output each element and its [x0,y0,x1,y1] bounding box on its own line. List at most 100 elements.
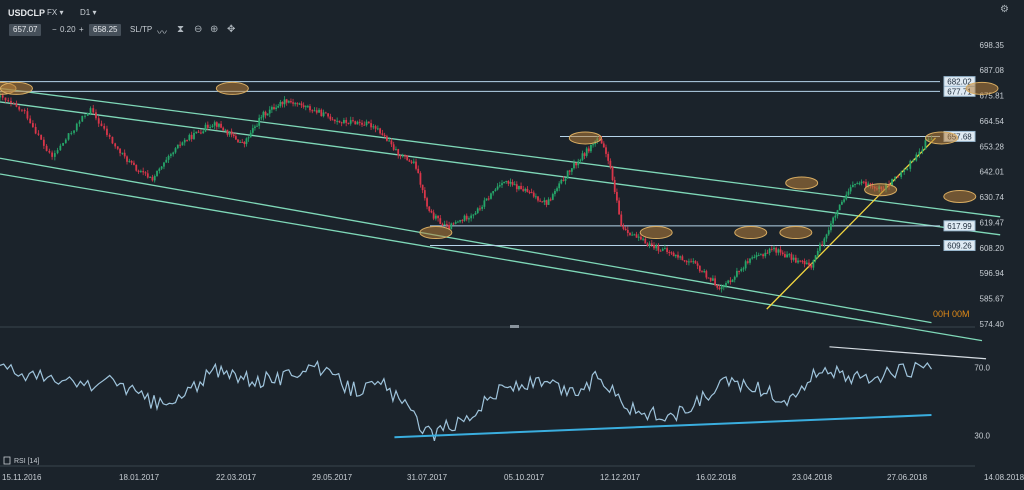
bullish-candle [139,171,142,173]
bearish-candle [448,225,450,230]
bullish-candle [836,210,839,216]
bearish-candle [515,184,518,190]
bearish-candle [37,133,40,135]
bearish-candle [696,263,699,266]
bearish-candle [781,252,784,255]
bullish-candle [121,152,124,154]
bullish-candle [485,198,488,201]
bullish-candle [165,159,168,163]
bullish-candle [59,145,62,151]
bearish-candle [799,260,802,262]
price-level-label: 617.99 [947,222,972,231]
zoom-out-icon[interactable]: ⊖ [194,24,203,35]
bearish-candle [539,200,542,202]
bearish-candle [666,248,668,253]
bearish-candle [779,249,782,253]
spread-increase-button[interactable]: + [79,25,84,34]
bullish-candle [674,254,677,257]
bearish-candle [29,118,32,124]
bullish-candle [581,153,584,160]
price-y-tick: 630.74 [980,193,1005,202]
rsi-y-tick: 70.0 [974,363,990,372]
bullish-candle [213,122,216,126]
price-y-tick: 585.67 [980,295,1005,304]
bullish-candle [845,194,848,200]
bullish-candle [169,154,172,156]
bearish-candle [345,119,348,123]
bearish-candle [626,230,629,233]
bearish-candle [197,131,200,133]
bearish-candle [142,171,145,173]
bearish-candle [432,212,435,219]
bullish-candle [832,217,835,224]
bearish-candle [347,122,350,124]
bearish-candle [646,243,649,246]
bearish-candle [681,256,684,261]
bearish-candle [281,101,284,105]
bearish-candle [324,112,327,114]
bullish-candle [573,163,575,169]
bearish-candle [419,173,422,185]
bullish-candle [840,201,843,205]
bullish-candle [679,256,682,258]
highlight-ellipse [215,81,249,95]
bearish-candle [45,145,48,151]
bullish-candle [731,279,734,283]
crosshair-icon[interactable]: ✥ [227,24,236,35]
bearish-candle [897,176,900,178]
x-tick-label: 16.02.2018 [696,473,737,482]
rsi-y-tick: 30.0 [974,432,990,441]
bearish-candle [329,116,332,120]
bearish-candle [644,238,647,244]
bullish-candle [195,131,198,134]
bearish-candle [479,208,481,210]
timeframe-selector[interactable]: D1 ▾ [80,8,96,17]
bearish-candle [616,191,618,201]
bullish-candle [556,188,558,191]
symbol-label[interactable]: USDCLP [8,8,46,18]
bullish-candle [637,236,640,238]
bullish-candle [434,215,437,219]
price-y-tick: 698.35 [980,41,1005,50]
bullish-candle [260,117,263,119]
zoom-in-icon[interactable]: ⊕ [210,24,219,35]
bullish-candle [513,184,516,186]
bullish-candle [633,234,636,236]
x-tick-label: 23.04.2018 [792,473,833,482]
bullish-candle [496,186,499,190]
bearish-candle [151,176,154,181]
bullish-candle [395,149,397,151]
sell-price-button[interactable]: 657.07 [9,24,42,36]
spread-decrease-button[interactable]: − [52,25,57,34]
indicators-icon[interactable]: ⧗ [177,24,185,35]
bullish-candle [592,144,594,146]
bearish-candle [379,128,382,134]
bullish-candle [193,133,195,139]
rsi-indicator-label: RSI [14] [14,458,39,465]
sltp-button[interactable]: SL/TP [130,25,153,34]
bearish-candle [95,112,97,119]
bullish-candle [483,200,486,207]
bearish-candle [421,184,424,191]
market-selector[interactable]: FX ▾ [47,8,63,17]
bullish-candle [830,223,832,231]
bullish-candle [388,140,391,142]
settings-icon[interactable]: ⚙ [1000,4,1009,15]
bullish-candle [554,190,556,195]
bearish-candle [123,152,126,157]
bullish-candle [725,282,727,287]
bearish-candle [1,95,4,98]
bullish-candle [470,215,473,219]
highlight-ellipse [965,81,999,95]
bullish-candle [843,199,845,202]
bearish-candle [683,260,686,262]
bullish-candle [566,170,569,179]
bearish-candle [296,103,299,105]
line-style-icon[interactable]: 〰 [157,28,167,39]
buy-price-button[interactable]: 658.25 [89,24,122,36]
price-y-tick: 687.08 [980,66,1005,75]
timeframe-label: D1 [80,8,91,17]
bullish-candle [805,262,808,265]
